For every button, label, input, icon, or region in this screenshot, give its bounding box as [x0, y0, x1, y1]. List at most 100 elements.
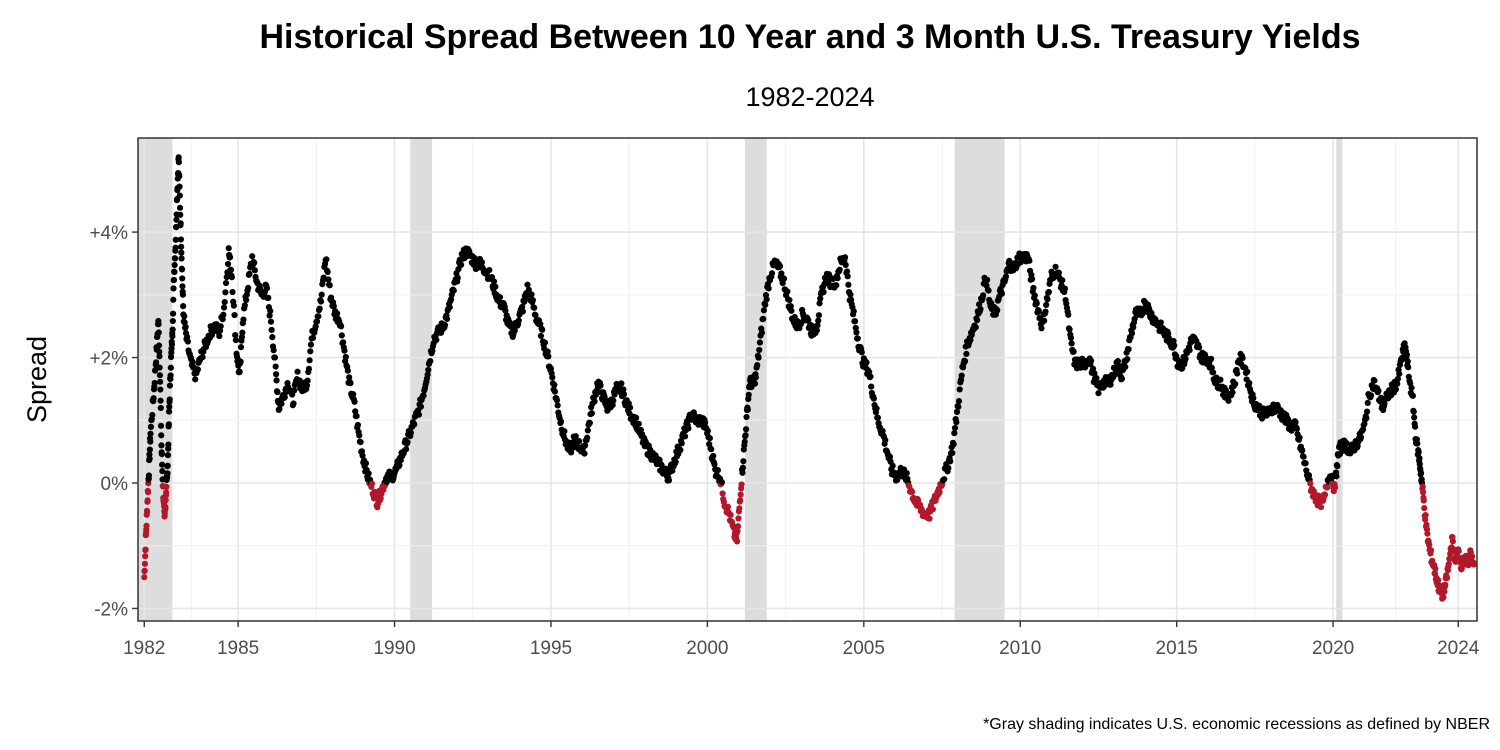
spread-point: [163, 483, 170, 490]
spread-point: [317, 298, 325, 305]
spread-point: [1232, 380, 1239, 388]
spread-point: [842, 261, 849, 268]
spread-point: [454, 274, 461, 281]
spread-point: [1403, 351, 1410, 358]
spread-point: [146, 446, 153, 453]
spread-point: [307, 348, 314, 355]
x-tick-label: 1995: [530, 638, 572, 659]
spread-point: [179, 283, 186, 290]
spread-point: [1364, 399, 1371, 407]
spread-point: [172, 244, 179, 251]
spread-point: [1065, 311, 1072, 318]
spread-point: [178, 255, 185, 262]
spread-point: [815, 312, 822, 319]
spread-point: [354, 421, 361, 429]
spread-point: [278, 400, 285, 407]
spread-point: [532, 312, 539, 319]
x-tick-label: 2005: [843, 638, 885, 659]
spread-point: [610, 397, 617, 404]
spread-point: [241, 302, 248, 309]
spread-point: [169, 317, 176, 325]
spread-point: [584, 427, 591, 434]
spread-point: [1125, 346, 1132, 353]
spread-point: [544, 348, 551, 355]
spread-point: [342, 353, 349, 361]
spread-point: [576, 438, 583, 445]
x-tick-label: 1985: [217, 638, 259, 659]
spread-point: [217, 323, 224, 330]
spread-point: [356, 432, 363, 439]
chart-subtitle: 1982-2024: [745, 82, 875, 112]
spread-point: [708, 446, 715, 453]
x-tick-label: 1982: [123, 638, 165, 659]
spread-point: [1409, 392, 1416, 399]
spread-point: [1441, 588, 1448, 595]
spread-point: [165, 421, 172, 428]
spread-point: [994, 307, 1001, 314]
spread-point: [874, 414, 881, 421]
spread-point: [1443, 574, 1451, 582]
y-tick-label: -2%: [94, 599, 128, 620]
spread-point: [854, 335, 861, 342]
spread-point: [156, 353, 163, 360]
spread-point: [678, 440, 685, 447]
spread-point: [307, 341, 315, 348]
spread-point: [357, 438, 364, 446]
spread-point: [1419, 483, 1426, 490]
spread-point: [184, 338, 191, 345]
spread-point: [281, 394, 288, 401]
spread-point: [176, 192, 183, 199]
spread-point: [177, 211, 184, 218]
spread-point: [318, 291, 325, 298]
spread-point: [1446, 555, 1453, 562]
spread-point: [541, 339, 549, 346]
spread-point: [947, 458, 954, 465]
spread-point: [141, 574, 148, 581]
spread-point: [1300, 453, 1307, 460]
spread-point: [949, 449, 956, 457]
spread-point: [1367, 392, 1375, 399]
spread-point: [737, 491, 744, 498]
spread-point: [816, 300, 823, 307]
spread-point: [263, 285, 271, 292]
spread-point: [417, 403, 425, 410]
spread-point: [1222, 387, 1229, 394]
spread-point: [780, 275, 788, 282]
spread-point: [984, 276, 991, 283]
spread-point: [144, 497, 151, 504]
spread-point: [977, 305, 984, 313]
spread-point: [672, 458, 679, 466]
spread-point: [1299, 447, 1306, 454]
spread-point: [784, 288, 791, 295]
spread-point: [312, 323, 319, 330]
spread-point: [273, 377, 280, 384]
spread-point: [178, 249, 185, 256]
spread-point: [742, 432, 749, 439]
spread-point: [718, 479, 726, 486]
spread-point: [1209, 369, 1217, 376]
spread-point: [537, 332, 545, 340]
spread-point: [447, 296, 455, 303]
spread-point: [711, 461, 718, 468]
spread-point: [229, 288, 236, 296]
spread-point: [147, 438, 154, 445]
spread-point: [251, 259, 258, 266]
recession-band: [410, 138, 433, 621]
spread-point: [1302, 460, 1309, 467]
spread-point: [820, 288, 827, 296]
spread-point: [738, 481, 745, 488]
spread-point: [165, 408, 173, 415]
spread-point: [1449, 538, 1456, 545]
spread-point: [1093, 374, 1100, 382]
spread-point: [170, 296, 177, 303]
spread-point: [155, 342, 163, 349]
spread-point: [1343, 439, 1350, 447]
spread-point: [710, 452, 717, 460]
spread-point: [886, 453, 894, 460]
spread-point: [427, 358, 434, 365]
spread-point: [572, 433, 579, 440]
spread-point: [845, 281, 852, 288]
x-tick-label: 2015: [1156, 638, 1198, 659]
spread-point: [1470, 561, 1477, 568]
spread-point: [1042, 308, 1049, 315]
